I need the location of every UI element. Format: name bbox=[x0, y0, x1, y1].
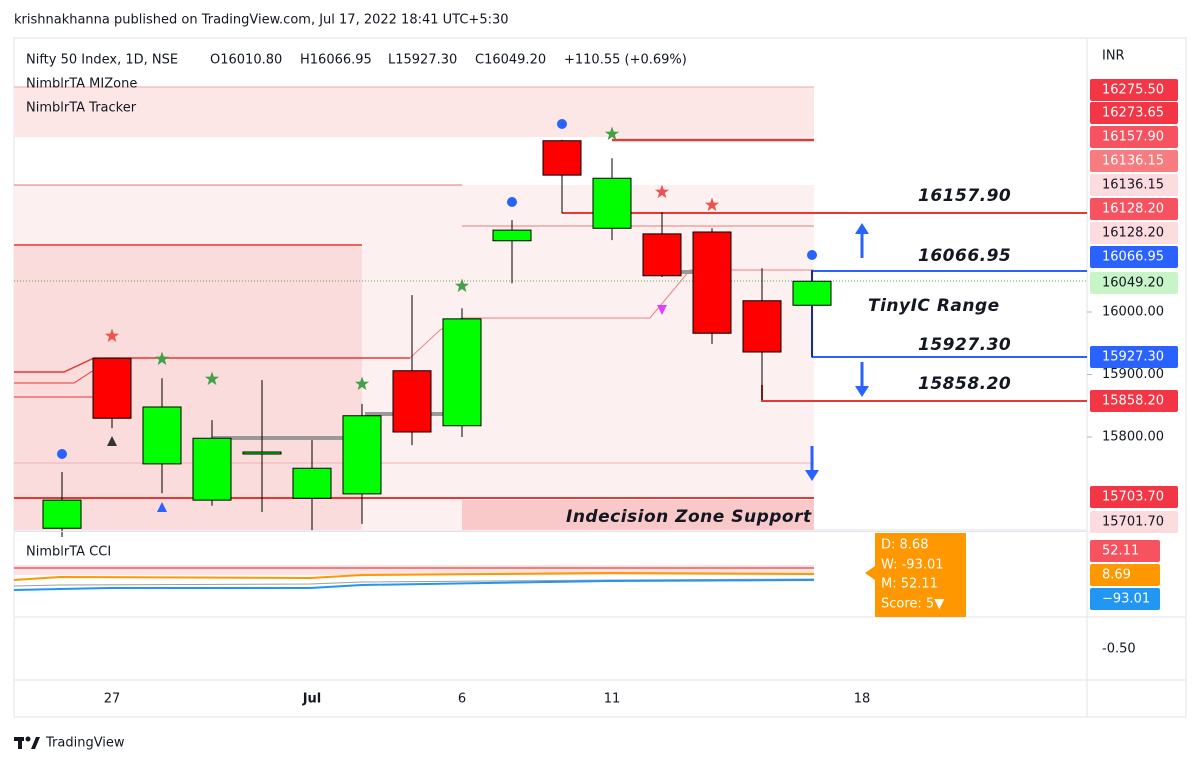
price-tag-label: 16275.50 bbox=[1102, 83, 1164, 98]
price-tag-label: 15927.30 bbox=[1102, 350, 1164, 365]
annotation: 15858.20 bbox=[918, 374, 1011, 394]
price-tag bbox=[1090, 222, 1178, 244]
annotation: 16066.95 bbox=[918, 246, 1011, 266]
x-tick-label: 18 bbox=[854, 692, 871, 707]
cci-tag bbox=[1090, 588, 1160, 610]
price-tag bbox=[1090, 346, 1178, 368]
cci-title: NimblrTA CCI bbox=[26, 545, 111, 560]
star bbox=[704, 197, 720, 212]
y-tick-label: 15800.00 bbox=[1102, 430, 1164, 445]
star bbox=[454, 278, 470, 293]
footer-brand: TradingView bbox=[45, 736, 125, 751]
cci-tooltip-line: M: 52.11 bbox=[881, 577, 938, 592]
candle-body bbox=[42, 499, 82, 529]
price-tag bbox=[1090, 511, 1178, 533]
annotation: 16157.90 bbox=[918, 186, 1011, 206]
price-tag-label: 16136.15 bbox=[1102, 178, 1164, 193]
cci-tooltip-line: W: -93.01 bbox=[881, 558, 944, 573]
legend-high: H16066.95 bbox=[300, 53, 372, 68]
pane-mask bbox=[15, 531, 1086, 532]
price-tag bbox=[1090, 126, 1178, 148]
candle-body bbox=[142, 406, 182, 465]
price-tag bbox=[1090, 486, 1178, 508]
y-tick-label: 15900.00 bbox=[1102, 367, 1164, 382]
annotation: 15927.30 bbox=[918, 335, 1011, 355]
star bbox=[204, 371, 220, 386]
candle-body bbox=[542, 140, 582, 176]
header: krishnakhanna published on TradingView.c… bbox=[14, 13, 509, 28]
price-tag-label: 16128.20 bbox=[1102, 226, 1164, 241]
price-tag-label: 16136.15 bbox=[1102, 154, 1164, 169]
candle-body bbox=[492, 229, 532, 242]
candles bbox=[42, 139, 832, 537]
star bbox=[104, 328, 120, 343]
star bbox=[604, 126, 620, 141]
cci-tag-label: −93.01 bbox=[1102, 592, 1150, 607]
price-tag bbox=[1090, 272, 1178, 294]
candle-body bbox=[392, 370, 432, 433]
x-tick-label: 6 bbox=[458, 692, 466, 707]
legend-symbol: Nifty 50 Index, 1D, NSE bbox=[26, 53, 178, 68]
x-tick-label: Jul bbox=[302, 692, 322, 707]
candle-body bbox=[592, 177, 632, 229]
price-tag-label: 16157.90 bbox=[1102, 130, 1164, 145]
price-tag-label: 16128.20 bbox=[1102, 202, 1164, 217]
cci-tooltip bbox=[865, 533, 966, 617]
price-tag bbox=[1090, 390, 1178, 412]
y-tick-label: 16000.00 bbox=[1102, 305, 1164, 320]
cci-tag bbox=[1090, 540, 1160, 562]
cci-tag-label: 52.11 bbox=[1102, 544, 1139, 559]
legend-low: L15927.30 bbox=[388, 53, 457, 68]
candle-body bbox=[642, 233, 682, 277]
star bbox=[354, 376, 370, 391]
signal-markers bbox=[57, 119, 817, 512]
candle-body bbox=[692, 231, 732, 334]
price-tag-label: 15858.20 bbox=[1102, 394, 1164, 409]
legend-open: O16010.80 bbox=[210, 53, 282, 68]
x-tick-label: 11 bbox=[604, 692, 621, 707]
indicator-name: NimblrTA MIZone bbox=[26, 77, 137, 92]
price-tag bbox=[1090, 246, 1178, 268]
price-tag bbox=[1090, 102, 1178, 124]
cci-tag-label: 8.69 bbox=[1102, 568, 1131, 583]
annotation: Indecision Zone Support bbox=[566, 507, 812, 527]
candle-body bbox=[342, 415, 382, 495]
price-tag-label: 16049.20 bbox=[1102, 276, 1164, 291]
price-tag bbox=[1090, 198, 1178, 220]
candle-body bbox=[92, 357, 132, 419]
tv-logo bbox=[14, 736, 40, 749]
cci-axis-label: -0.50 bbox=[1102, 642, 1136, 657]
price-tag-label: 16273.65 bbox=[1102, 106, 1164, 121]
cci-lines bbox=[13, 565, 815, 591]
star bbox=[654, 184, 670, 199]
price-tag-label: 16066.95 bbox=[1102, 250, 1164, 265]
candle-body bbox=[442, 318, 482, 427]
cci-tag bbox=[1090, 564, 1160, 586]
legend-change: +110.55 (+0.69%) bbox=[564, 53, 687, 68]
currency: INR bbox=[1102, 49, 1125, 64]
candle-body bbox=[792, 280, 832, 306]
price-tag bbox=[1090, 79, 1178, 101]
signal-stars bbox=[104, 126, 720, 391]
indicator-name: NimblrTA Tracker bbox=[26, 101, 137, 116]
legend-close: C16049.20 bbox=[475, 53, 546, 68]
price-tag-label: 15701.70 bbox=[1102, 515, 1164, 530]
cci-tooltip-line: D: 8.68 bbox=[881, 538, 928, 553]
candle-body bbox=[292, 467, 332, 499]
annotation: TinyIC Range bbox=[868, 296, 1000, 316]
x-tick-label: 27 bbox=[104, 692, 121, 707]
candle-body bbox=[242, 451, 282, 455]
price-tag bbox=[1090, 174, 1178, 196]
candle-body bbox=[192, 437, 232, 501]
cci-tooltip-line: Score: 5▼ bbox=[881, 597, 944, 612]
star bbox=[154, 351, 170, 366]
candle-body bbox=[742, 300, 782, 353]
price-tag-label: 15703.70 bbox=[1102, 490, 1164, 505]
arrows bbox=[805, 223, 869, 481]
price-tag bbox=[1090, 150, 1178, 172]
